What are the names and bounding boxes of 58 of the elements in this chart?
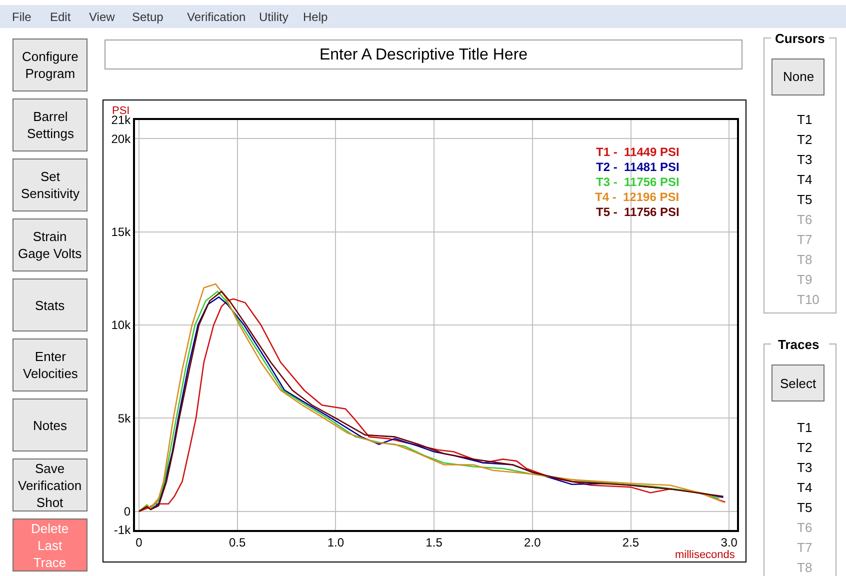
x-tick-label: 1.5 [426,535,443,550]
text: T3 - 11756 PSI [596,175,680,189]
text: Save Verification Shot [18,461,82,510]
text: T7 [797,232,812,247]
text: Verification [187,10,246,24]
x-tick-label: 2.5 [622,535,640,550]
y-tick-label: 20k [111,132,132,146]
text: T6 [797,212,812,227]
text: T9 [797,272,812,287]
text: T4 [797,480,812,495]
y-tick-label: -1k [114,523,132,538]
text: Stats [35,298,66,313]
text: Setup [132,10,164,24]
text: T10 [797,292,820,307]
y-tick-label: 0 [124,504,131,519]
chart-title: Enter A Descriptive Title Here [319,46,528,64]
text: None [783,69,814,84]
text: Barrel Settings [27,109,74,141]
text: Select [780,376,817,391]
text: T5 [797,192,812,207]
text: T1 - 11449 PSI [596,145,680,159]
text: T4 [797,172,812,187]
text: Notes [33,418,68,433]
y-tick-label: 5k [118,411,132,426]
y-tick-label: 15k [111,225,132,240]
text: T1 [797,112,812,127]
text: T2 - 11481 PSI [596,160,680,174]
text: Set Sensitivity [21,169,80,201]
text: Help [303,10,328,24]
y-tick-label: 10k [111,318,132,332]
text: T6 [797,520,812,535]
text: Strain Gage Volts [18,229,82,261]
text: T3 [797,460,812,475]
x-axis-title: milliseconds [675,549,736,561]
text: Cursors [775,31,825,46]
text: Enter Velocities [23,349,78,381]
text: T2 [797,132,812,147]
text: T8 [797,252,812,267]
text: T4 - 12196 PSI [595,190,680,204]
x-tick-label: 0.5 [228,535,246,550]
text: Utility [259,10,288,24]
text: View [89,10,116,24]
text: T2 [797,440,812,455]
text: Edit [50,10,72,24]
x-tick-label: 0 [136,535,143,550]
text: File [12,10,32,24]
text: T3 [797,152,812,167]
text: T5 - 11756 PSI [596,205,680,219]
text: T7 [797,540,812,555]
x-tick-label: 1.0 [327,535,344,550]
text: Configure Program [22,49,78,81]
text: Traces [778,337,820,352]
text: T5 [797,500,812,515]
text: T1 [797,420,812,435]
x-tick-label: 3.0 [720,535,738,550]
x-tick-label: 2.0 [524,535,542,550]
text: Delete Last Trace [31,521,69,570]
text: T8 [797,560,812,575]
